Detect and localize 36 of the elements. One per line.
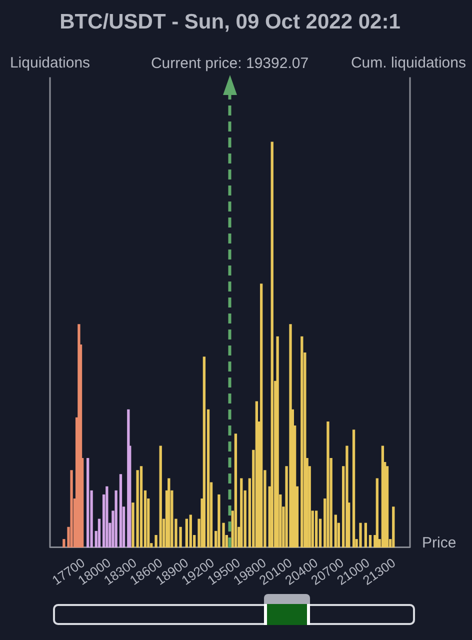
bar xyxy=(359,522,362,548)
bar xyxy=(106,486,108,548)
ref-line-label: Current price: 19392.07 xyxy=(150,55,309,72)
bar xyxy=(346,446,348,548)
bar xyxy=(364,522,368,548)
bar xyxy=(185,518,188,548)
bar xyxy=(352,430,356,548)
bar xyxy=(119,474,122,548)
y2-axis-title: Cum. liquidations xyxy=(350,54,466,72)
bar xyxy=(234,434,238,548)
bar xyxy=(140,466,143,548)
bar xyxy=(386,466,389,548)
bar xyxy=(276,336,279,548)
bar xyxy=(154,534,158,548)
bar xyxy=(98,518,101,548)
chart-title: BTC/USDT - Sun, 09 Oct 2022 02:1 xyxy=(60,10,401,34)
bar xyxy=(289,324,292,548)
bar xyxy=(376,478,378,548)
bar xyxy=(334,514,337,548)
bar xyxy=(86,458,90,548)
bar xyxy=(189,514,192,548)
bar xyxy=(300,336,304,548)
bar xyxy=(202,356,206,548)
bar xyxy=(368,534,372,548)
bar xyxy=(70,470,73,548)
bar xyxy=(240,478,243,548)
bar xyxy=(159,446,162,548)
x-axis-title: Price xyxy=(422,534,456,552)
y-axis-title: Liquidations xyxy=(10,54,90,72)
bar xyxy=(260,284,263,548)
bar xyxy=(326,421,330,548)
bar xyxy=(270,142,274,548)
bar xyxy=(392,506,395,548)
bar xyxy=(314,510,318,548)
bar xyxy=(168,478,170,548)
bar xyxy=(114,490,118,548)
